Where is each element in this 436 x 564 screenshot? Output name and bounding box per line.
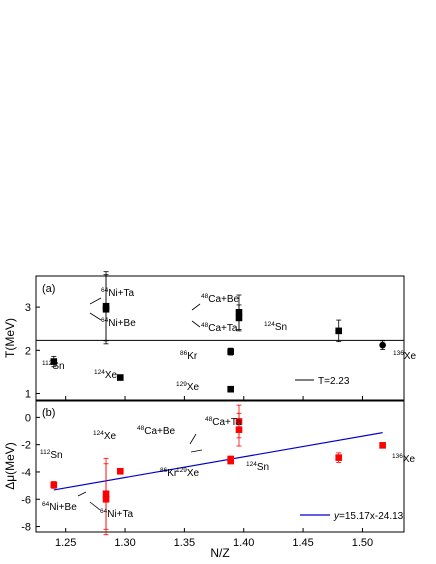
panel-b-marker: [102, 495, 110, 503]
panel-b-frame: [35, 400, 405, 533]
panel-b-marker: [235, 426, 243, 433]
ann-a-xe136: 136Xe: [393, 350, 417, 362]
panel-a-marker: [102, 302, 110, 310]
legend-label-t: T=2.23: [318, 376, 350, 387]
axis-tick-labels: 1.25 1.30 1.35 1.40 1.45 1.50 1 2 3 -8 -6 -4 -2 0: [21, 302, 373, 549]
panel-b-ylabel: Δμ(MeV): [3, 442, 17, 490]
arrow-ca-be-a: [191, 303, 201, 311]
ann-a-ca-be: 48Ca+Be: [201, 293, 240, 305]
panel-b-marker: [50, 481, 58, 489]
panel-a-marker: [335, 327, 343, 335]
arrow-ca-be-b: [189, 433, 197, 445]
ann-b-ni-ta: 64Ni+Ta: [100, 508, 134, 520]
annotation-arrows: [77, 297, 203, 511]
arrow-ni-ta-a: [89, 297, 102, 305]
ann-a-xe124: 124Xe: [94, 369, 118, 381]
panel-a-annotations: 112Sn 124Xe 64Ni+Ta 64Ni+Be 86Kr 129Xe 4…: [42, 287, 417, 393]
axis-ticks: [36, 306, 363, 532]
panel-a-marker: [235, 314, 243, 322]
panel-b-annotations: 112Sn 124Xe 64Ni+Be 64Ni+Ta 86Kr 129Xe 4…: [40, 416, 416, 520]
ann-b-sn112: 112Sn: [40, 449, 63, 461]
ann-a-xe129: 129Xe: [176, 381, 200, 393]
ann-b-sn124: 124Sn: [246, 461, 269, 473]
y-tick-label-a: 1: [25, 389, 31, 401]
panel-a-marker: [227, 348, 234, 355]
panel-a-marker: [235, 308, 243, 316]
ann-a-sn112: 112Sn: [42, 360, 65, 372]
ann-b-xe129: 129Xe: [176, 467, 200, 479]
panel-b-marker: [116, 467, 124, 475]
panel-a-marker: [379, 341, 386, 349]
ann-b-kr86: 86Kr: [160, 467, 178, 479]
panel-a-marker: [227, 385, 234, 393]
arrow-ni-be-a: [89, 312, 102, 321]
panel-b-marker: [227, 455, 234, 463]
panel-b-marker: [335, 454, 343, 461]
panel-a-markers: [50, 302, 386, 393]
panel-b-tag: (b): [42, 407, 55, 419]
y-tick-label-b: 0: [25, 412, 31, 424]
panel-a-tag: (a): [42, 283, 55, 295]
panel-b-marker: [235, 418, 243, 425]
x-tick-label: 1.50: [352, 537, 373, 549]
x-tick-label: 1.45: [292, 537, 313, 549]
x-axis-label: N/Z: [210, 546, 229, 560]
panel-a-marker: [50, 358, 58, 365]
x-tick-label: 1.40: [233, 537, 254, 549]
y-tick-label-b: -4: [21, 467, 31, 479]
arrow-ni-ta-b: [89, 501, 101, 511]
x-tick-label: 1.35: [174, 537, 195, 549]
y-tick-label-b: -8: [21, 522, 31, 534]
panel-b-marker: [102, 490, 110, 498]
fit-label-rest: =15.17x-24.13: [339, 511, 404, 522]
fit-label-prefix: y: [333, 511, 340, 522]
ann-b-ni-be: 64Ni+Be: [42, 501, 77, 513]
y-tick-label-b: -6: [21, 494, 31, 506]
y-tick-label-a: 2: [25, 345, 31, 357]
ann-a-sn124: 124Sn: [264, 321, 287, 333]
panel-b-marker: [379, 442, 386, 449]
panel-b-markers: [50, 418, 386, 503]
panel-a-marker: [116, 374, 124, 381]
y-tick-label-b: -2: [21, 440, 31, 452]
legend-label-fit: y=15.17x-24.13: [333, 511, 404, 522]
ann-a-kr86: 86Kr: [180, 350, 198, 362]
ann-a-ca-ta: 48Ca+Ta: [201, 322, 238, 334]
panel-a-frame: [35, 275, 405, 401]
x-tick-label: 1.30: [114, 537, 135, 549]
y-tick-label-a: 3: [25, 302, 31, 314]
ann-a-ni-ta: 64Ni+Ta: [101, 287, 135, 299]
panel-a-ylabel: T(MeV): [3, 318, 17, 358]
ann-b-ca-ta: 48Ca+Ta: [205, 416, 242, 428]
ann-b-xe136: 136Xe: [392, 453, 416, 465]
arrow-ni-be-b: [77, 491, 87, 497]
ann-b-xe124: 124Xe: [93, 430, 117, 442]
ann-a-ni-be: 64Ni+Be: [101, 317, 136, 329]
x-tick-label: 1.25: [55, 537, 76, 549]
arrow-ca-ta-a: [191, 320, 201, 328]
ann-b-ca-be: 48Ca+Be: [137, 425, 176, 437]
arrow-ca-ta-b: [190, 449, 203, 453]
fit-line: [53, 432, 383, 491]
